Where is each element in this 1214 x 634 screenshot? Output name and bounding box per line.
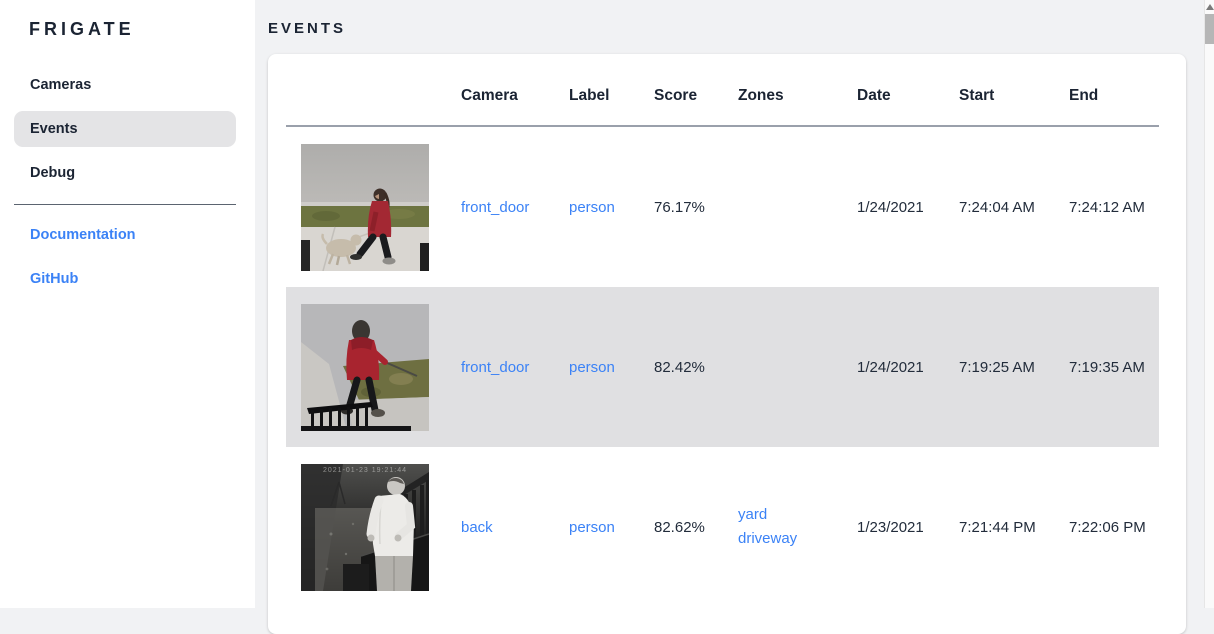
events-table: Camera Label Score Zones Date Start End [286,54,1159,607]
col-label: Label [569,86,610,104]
zone-link-driveway[interactable]: driveway [738,530,798,547]
label-link[interactable]: person [569,198,615,216]
sidebar-link-github[interactable]: GitHub [30,271,79,287]
svg-text:2021-01-23 19:21:44: 2021-01-23 19:21:44 [323,467,407,474]
cell-start: 7:19:25 AM [959,358,1035,376]
cell-date: 1/23/2021 [857,518,924,536]
scrollbar-thumb[interactable] [1205,14,1214,44]
thumbnail-person-dog-1[interactable] [301,143,429,271]
cell-score: 82.42% [654,358,705,376]
zone-link-yard[interactable]: yard [738,506,768,523]
cell-start: 7:24:04 AM [959,198,1035,216]
cell-start: 7:21:44 PM [959,518,1036,536]
col-camera: Camera [461,86,518,104]
camera-link[interactable]: front_door [461,198,530,216]
table-header-row: Camera Label Score Zones Date Start End [286,54,1159,127]
col-date: Date [857,86,891,104]
label-link[interactable]: person [569,518,615,536]
scroll-up-arrow-icon[interactable] [1205,4,1214,10]
cell-label: person [554,519,639,536]
table-row[interactable]: 2021-01-23 19:21:44 [286,447,1159,607]
cell-zones: yard driveway [723,503,842,551]
sidebar-link-documentation[interactable]: Documentation [30,227,136,243]
cell-label: person [554,359,639,376]
event-thumbnail[interactable]: 2021-01-23 19:21:44 [286,463,446,591]
event-thumbnail[interactable] [286,303,446,431]
page-title: EVENTS [268,20,347,37]
camera-link[interactable]: back [461,518,493,536]
sidebar-nav: Cameras Events Debug Documentation GitHu… [0,67,255,297]
cell-camera: back [446,519,554,536]
cell-date: 1/24/2021 [857,358,924,376]
col-start: Start [959,86,995,104]
thumbnail-person-dog-2[interactable] [301,303,429,431]
sidebar-item-events[interactable]: Events [14,111,236,147]
label-link[interactable]: person [569,358,615,376]
sidebar: FRIGATE Cameras Events Debug Documentati… [0,0,255,608]
sidebar-divider [14,204,236,205]
sidebar-item-cameras[interactable]: Cameras [30,77,92,93]
cell-score: 76.17% [654,198,705,216]
event-thumbnail[interactable] [286,143,446,271]
scrollbar[interactable] [1204,0,1214,608]
col-zones: Zones [738,86,784,104]
cell-score: 82.62% [654,518,705,536]
cell-end: 7:22:06 PM [1069,518,1146,536]
cell-end: 7:19:35 AM [1069,358,1145,376]
col-score: Score [654,86,698,104]
cell-camera: front_door [446,199,554,216]
cell-label: person [554,199,639,216]
cell-end: 7:24:12 AM [1069,198,1145,216]
col-end: End [1069,86,1099,104]
cell-date: 1/24/2021 [857,198,924,216]
cell-camera: front_door [446,359,554,376]
camera-link[interactable]: front_door [461,358,530,376]
thumbnail-person-night[interactable]: 2021-01-23 19:21:44 [301,463,429,591]
sidebar-item-debug[interactable]: Debug [30,165,76,181]
main-content: EVENTS Camera Label Score Zones Date Sta… [255,0,1204,634]
events-card: Camera Label Score Zones Date Start End [268,54,1186,634]
app-logo[interactable]: FRIGATE [29,19,135,39]
table-row[interactable]: front_door person 76.17% 1/24/2021 7:24:… [286,127,1159,287]
table-row[interactable]: front_door person 82.42% 1/24/2021 7:19:… [286,287,1159,447]
